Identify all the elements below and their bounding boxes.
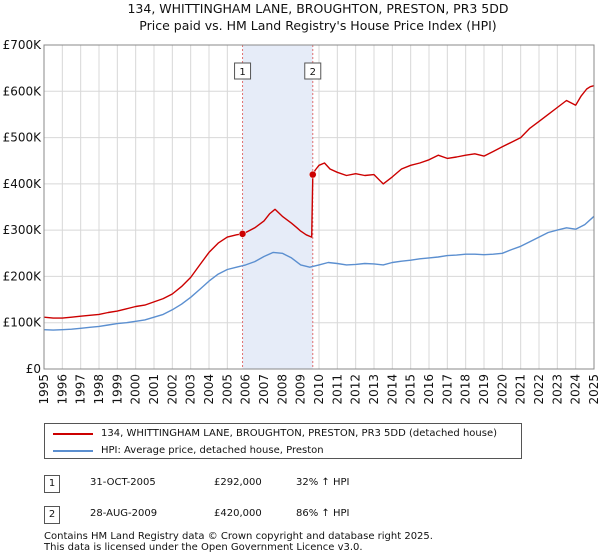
x-tick-label: 1999: [110, 374, 124, 405]
y-tick-label: £400K: [3, 177, 43, 191]
transaction-date: 31-OCT-2005: [90, 477, 156, 488]
x-tick-label: 2024: [569, 374, 583, 405]
x-tick-label: 2025: [587, 374, 600, 405]
sale-marker-box: [234, 62, 252, 80]
y-tick-label: £0: [26, 362, 41, 376]
x-tick-label: 1998: [92, 374, 106, 405]
x-tick-label: 2004: [202, 374, 216, 405]
y-tick-label: £700K: [3, 38, 43, 52]
x-tick-label: 2019: [477, 374, 491, 405]
x-tick-label: 2020: [495, 374, 509, 405]
ownership-shaded-region: [242, 45, 313, 369]
y-tick-label: £300K: [3, 223, 43, 237]
x-tick-label: 1995: [37, 374, 51, 405]
plot-border: [43, 44, 595, 370]
legend-label-hpi: HPI: Average price, detached house, Pres…: [101, 445, 324, 456]
chart-subtitle: Price paid vs. HM Land Registry's House …: [139, 18, 496, 33]
sale-marker-label: 2: [310, 67, 316, 78]
x-tick-label: 2002: [165, 374, 179, 405]
transaction-date: 28-AUG-2009: [90, 508, 158, 519]
x-tick-label: 2011: [330, 374, 344, 405]
x-tick-label: 1997: [74, 374, 88, 405]
transaction-hpi-change: 86% ↑ HPI: [296, 508, 350, 519]
y-tick-label: £500K: [3, 131, 43, 145]
legend: 134, WHITTINGHAM LANE, BROUGHTON, PRESTO…: [44, 423, 522, 459]
x-tick-label: 2013: [367, 374, 381, 405]
footer-copyright: Contains HM Land Registry data © Crown c…: [44, 531, 433, 542]
x-tick-label: 2017: [440, 374, 454, 405]
sale-point: [238, 230, 247, 238]
sale-point: [309, 170, 317, 179]
x-tick-label: 2009: [294, 374, 308, 405]
x-tick-label: 2006: [239, 374, 253, 405]
x-tick-label: 2007: [257, 374, 271, 405]
y-tick-label: £600K: [3, 84, 43, 98]
transaction-price: £292,000: [214, 477, 262, 488]
chart-title: 134, WHITTINGHAM LANE, BROUGHTON, PRESTO…: [127, 1, 508, 16]
x-tick-label: 2003: [184, 374, 198, 405]
x-tick-label: 2016: [422, 374, 436, 405]
footer-licence: This data is licensed under the Open Gov…: [44, 542, 363, 553]
x-tick-label: 2015: [404, 374, 418, 405]
footer: Contains HM Land Registry data © Crown c…: [44, 531, 433, 553]
legend-swatch-hpi: [53, 450, 93, 452]
sale-marker-box: [304, 62, 322, 80]
x-tick-label: 2014: [385, 374, 399, 405]
y-tick-label: £200K: [3, 269, 43, 283]
x-tick-label: 2012: [349, 374, 363, 405]
x-tick-label: 2018: [459, 374, 473, 405]
legend-label-property: 134, WHITTINGHAM LANE, BROUGHTON, PRESTO…: [101, 428, 498, 439]
x-tick-label: 2005: [220, 374, 234, 405]
price-chart: 134, WHITTINGHAM LANE, BROUGHTON, PRESTO…: [3, 1, 600, 405]
transaction-hpi-change: 32% ↑ HPI: [296, 477, 350, 488]
x-tick-label: 2008: [275, 374, 289, 405]
transaction-price: £420,000: [214, 508, 262, 519]
x-tick-label: 2021: [514, 374, 528, 405]
sale-marker-label: 1: [239, 67, 245, 78]
transaction-badge: 2: [44, 506, 60, 524]
transaction-badge: 1: [44, 475, 60, 493]
x-tick-label: 2010: [312, 374, 326, 405]
x-tick-label: 2001: [147, 374, 161, 405]
x-tick-label: 2000: [129, 374, 143, 405]
x-tick-label: 2022: [532, 374, 546, 405]
y-tick-label: £100K: [3, 316, 43, 330]
x-tick-label: 2023: [550, 374, 564, 405]
x-tick-label: 1996: [55, 374, 69, 405]
hpi-line: [43, 215, 595, 331]
legend-swatch-property: [53, 433, 93, 435]
